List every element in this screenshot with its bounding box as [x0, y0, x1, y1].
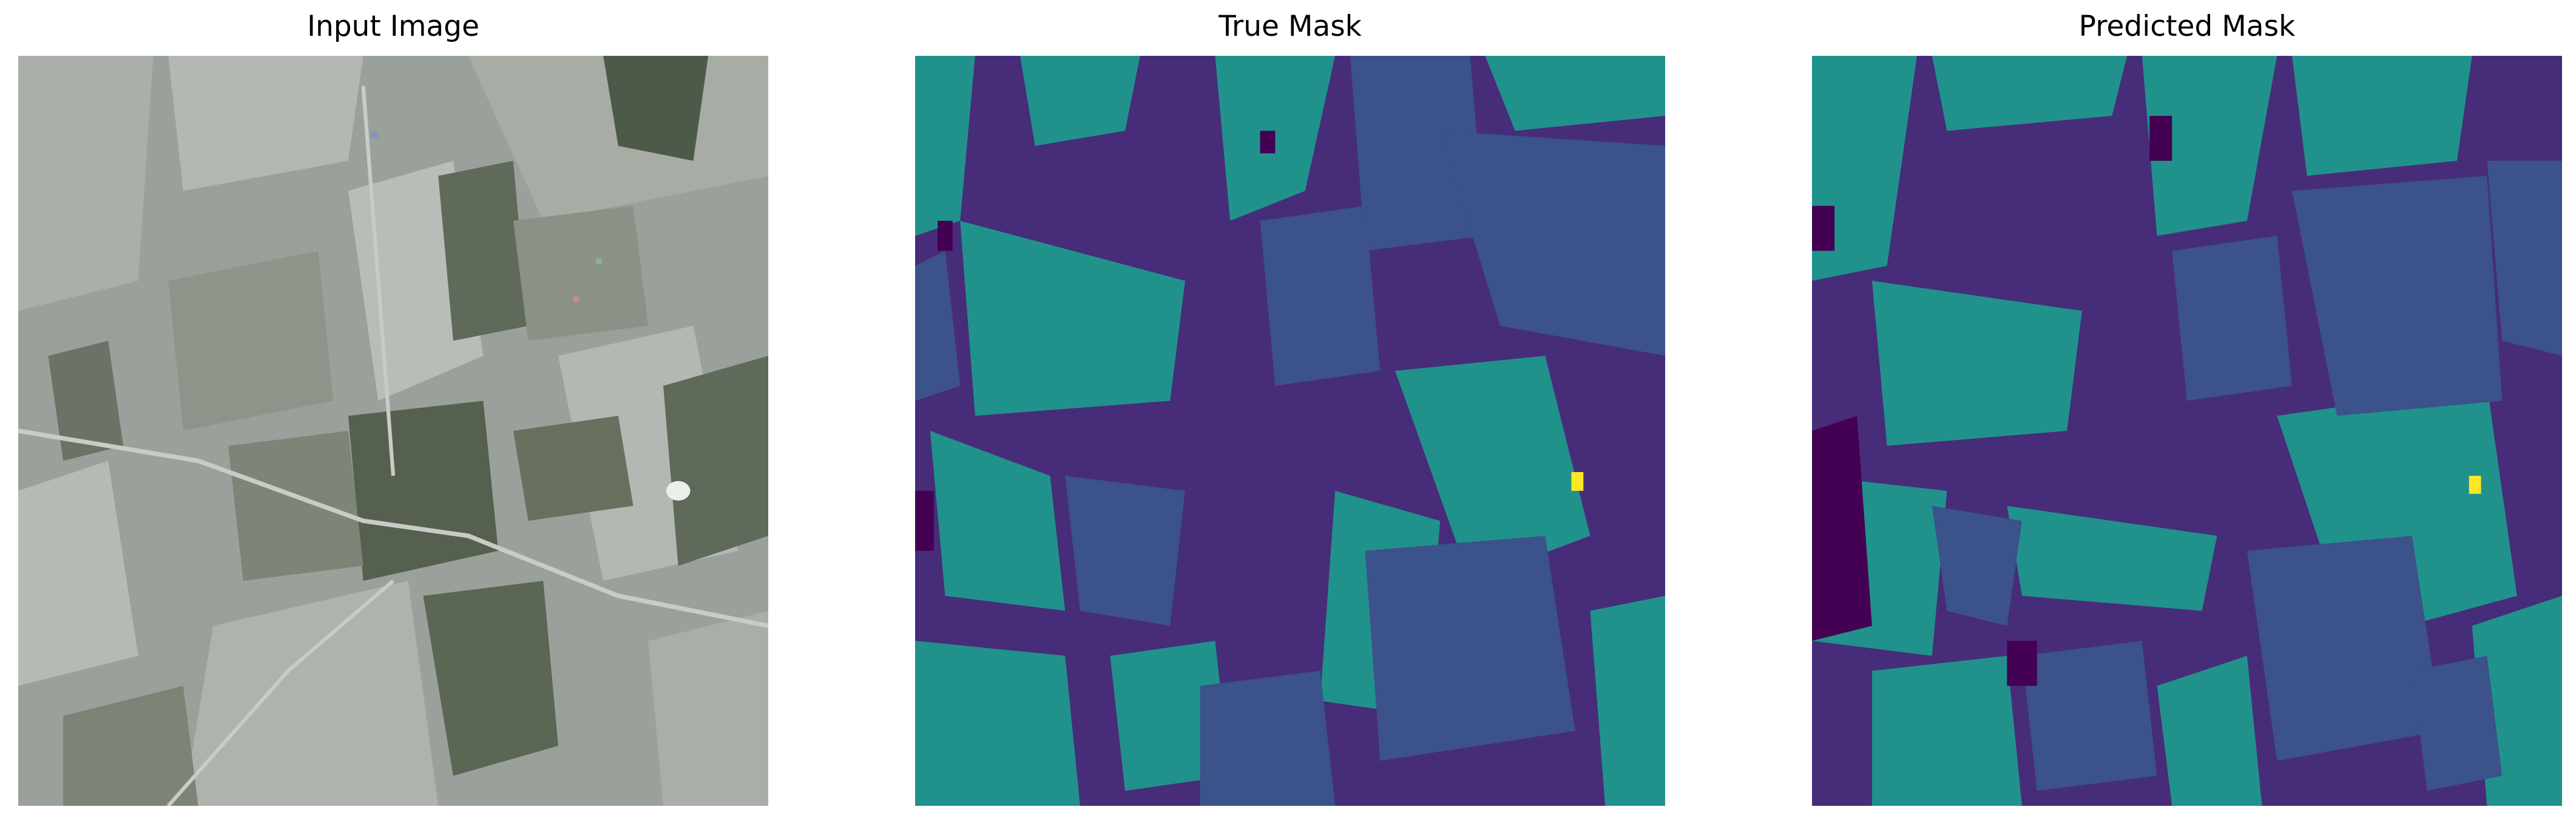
input-image-title: Input Image: [307, 10, 479, 43]
input-image-panel: Input Image: [18, 0, 768, 821]
true-mask-image: [915, 56, 1665, 806]
satellite-photo: [18, 56, 768, 806]
true-mask: [915, 56, 1665, 806]
predicted-mask-image: [1812, 56, 2562, 806]
true-mask-title: True Mask: [1219, 10, 1362, 43]
predicted-mask-title: Predicted Mask: [2078, 10, 2296, 43]
input-image: [18, 56, 768, 806]
true-mask-panel: True Mask: [915, 0, 1665, 821]
predicted-mask: [1812, 56, 2562, 806]
predicted-mask-panel: Predicted Mask: [1812, 0, 2562, 821]
